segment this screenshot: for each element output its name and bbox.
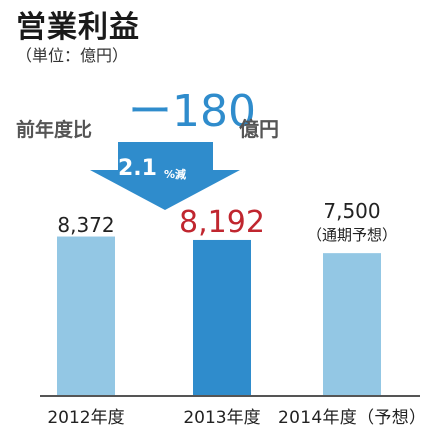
yoy-percent-unit: %減 [164,168,187,181]
value-label-2: 8,192 [179,205,265,240]
bars-layer: 8,372 2012年度 8,192 2013年度 7,500 （通期予想） 2014年度（… [47,199,426,428]
value-label-3: 7,500 [323,199,380,223]
category-label-2: 2013年度 [183,408,260,428]
unit-label: （単位：億円） [16,46,129,65]
chart-title: 営業利益 [16,10,140,45]
value-note-3: （通期予想） [307,226,397,244]
yoy-change-unit: 億円 [239,117,279,141]
category-label-3: 2014年度（予想） [278,408,426,428]
bar-3 [323,253,381,396]
bar-1 [57,236,115,396]
decrease-arrow [90,142,240,210]
category-label-1: 2012年度 [47,408,124,428]
yoy-change-value: ー180 [128,86,256,137]
value-label-1: 8,372 [57,213,114,237]
yoy-percent-value: 2.1 [118,156,157,181]
bar-2 [193,239,251,396]
yoy-label: 前年度比 [16,119,93,141]
